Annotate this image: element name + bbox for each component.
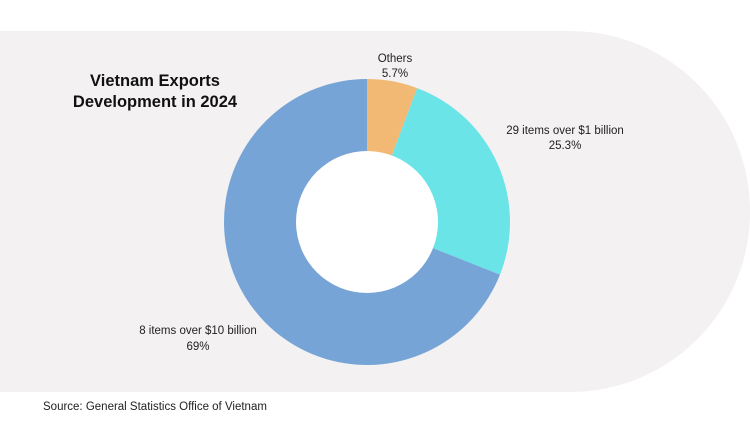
chart-title-line-2: Development in 2024 bbox=[73, 93, 238, 111]
slice-label-others-value: 5.7% bbox=[382, 68, 408, 80]
slice-label-8-items-name: 8 items over $10 billion bbox=[139, 325, 257, 337]
slice-label-8-items-value: 69% bbox=[186, 341, 209, 353]
slice-label-29-items-value: 25.3% bbox=[549, 140, 582, 152]
chart-title-line-1: Vietnam Exports bbox=[90, 72, 220, 90]
source-note: Source: General Statistics Office of Vie… bbox=[43, 401, 267, 413]
donut-hole bbox=[296, 151, 438, 293]
slice-label-others-name: Others bbox=[378, 53, 413, 65]
slice-label-29-items-name: 29 items over $1 billion bbox=[506, 125, 624, 137]
